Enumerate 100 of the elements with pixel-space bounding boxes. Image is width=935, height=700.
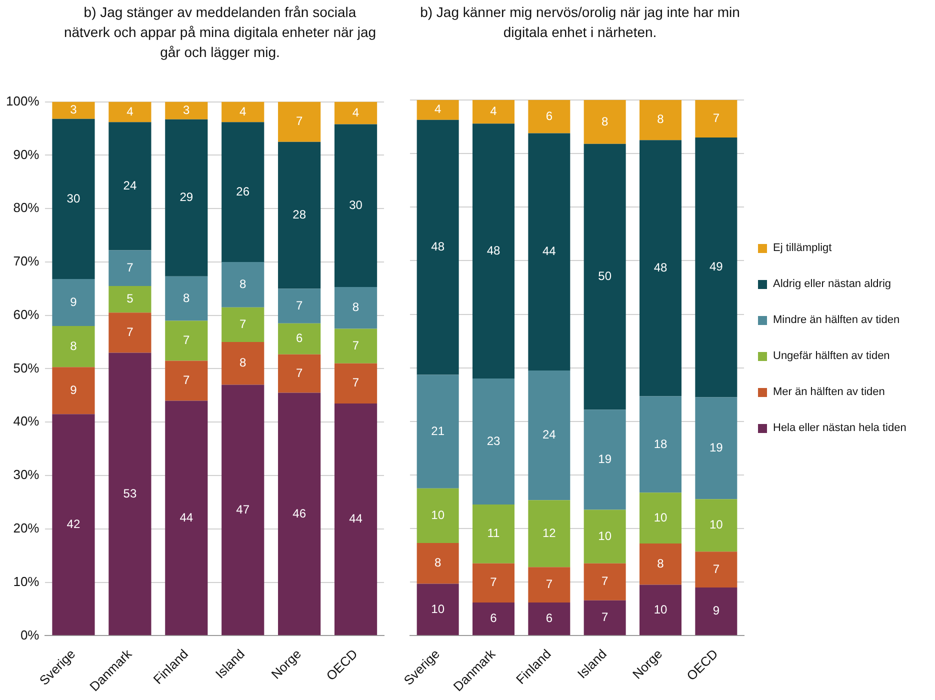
data-label: 7 xyxy=(296,366,303,380)
data-label: 11 xyxy=(487,526,500,540)
bar xyxy=(108,122,152,250)
bar xyxy=(695,587,738,636)
data-label: 10 xyxy=(654,602,668,616)
data-label: 4 xyxy=(490,104,498,118)
bar xyxy=(695,499,738,552)
data-label: 8 xyxy=(70,338,78,353)
data-label: 44 xyxy=(180,510,194,524)
data-label: 7 xyxy=(296,114,303,128)
bar xyxy=(640,492,682,544)
data-label: 42 xyxy=(66,516,80,531)
data-label: 19 xyxy=(709,440,724,455)
bar xyxy=(528,133,570,371)
bar xyxy=(584,563,626,600)
bar xyxy=(472,124,514,379)
data-label: 4 xyxy=(240,104,247,118)
bar xyxy=(528,602,570,636)
bar xyxy=(472,504,514,564)
data-label: 46 xyxy=(292,506,306,520)
data-label: 3 xyxy=(70,102,78,117)
bar xyxy=(695,397,738,500)
bar xyxy=(165,276,208,321)
bar xyxy=(222,262,264,308)
data-label: 8 xyxy=(240,356,247,370)
legend-label: Ej tillämpligt xyxy=(773,242,832,254)
data-label: 4 xyxy=(434,102,442,116)
bar xyxy=(222,307,264,342)
bar xyxy=(278,354,321,393)
data-label: 30 xyxy=(66,191,80,206)
legend-label: Mindre än hälften av tiden xyxy=(773,314,900,326)
chart-title: b) Jag stänger av meddelanden från sociala nätverk och appar på mina digitala enheter när jag går och lägger mig. xyxy=(62,3,378,62)
y-tick-label: 30% xyxy=(13,467,40,482)
bar xyxy=(416,488,459,544)
bar xyxy=(52,367,95,414)
data-label: 7 xyxy=(352,338,360,352)
data-label: 24 xyxy=(123,178,137,192)
y-tick-label: 40% xyxy=(13,414,40,429)
data-label: 44 xyxy=(349,512,363,526)
y-tick-label: 70% xyxy=(13,254,40,269)
y-tick-label: 90% xyxy=(13,146,40,162)
data-label: 6 xyxy=(490,611,498,626)
bar xyxy=(416,584,459,636)
data-label: 10 xyxy=(654,510,668,524)
bar xyxy=(640,584,682,636)
bar xyxy=(165,320,208,361)
bar xyxy=(640,100,682,140)
bar xyxy=(416,374,459,488)
data-label: 6 xyxy=(546,611,553,626)
data-label: 10 xyxy=(431,508,445,522)
data-label: 4 xyxy=(126,104,134,118)
bar xyxy=(222,384,264,636)
data-label: 44 xyxy=(542,244,556,258)
legend-label: Ungefär hälften av tiden xyxy=(773,350,890,362)
bar xyxy=(222,342,264,385)
data-label: 8 xyxy=(352,300,360,314)
bar xyxy=(278,102,321,142)
data-label: 7 xyxy=(126,260,134,274)
bar xyxy=(334,124,378,288)
data-label: 48 xyxy=(431,240,445,254)
data-label: 7 xyxy=(183,373,190,388)
data-label: 24 xyxy=(542,428,556,442)
data-label: 8 xyxy=(657,556,664,570)
data-label: 7 xyxy=(183,333,190,348)
data-label: 9 xyxy=(70,294,78,309)
data-label: 4 xyxy=(352,105,360,120)
y-tick-label: 20% xyxy=(13,520,40,536)
bar xyxy=(278,142,321,289)
data-label: 29 xyxy=(180,190,194,204)
data-label: 7 xyxy=(240,317,247,332)
bar xyxy=(584,410,626,510)
bar xyxy=(165,400,208,636)
data-label: 7 xyxy=(712,562,720,576)
legend-label: Mer än hälften av tiden xyxy=(773,386,885,398)
data-label: 53 xyxy=(123,486,137,500)
y-tick-label: 80% xyxy=(13,200,40,216)
y-tick-label: 50% xyxy=(13,360,40,376)
bar xyxy=(108,250,152,286)
bar xyxy=(695,138,738,398)
data-label: 7 xyxy=(126,325,134,340)
data-label: 9 xyxy=(712,604,720,618)
data-label: 7 xyxy=(601,610,608,624)
data-label: 23 xyxy=(486,434,500,448)
legend-label: Hela eller nästan hela tiden xyxy=(773,422,906,434)
bar xyxy=(640,396,682,493)
bar xyxy=(165,119,208,276)
data-label: 6 xyxy=(546,108,553,123)
y-tick-label: 0% xyxy=(20,627,40,642)
bar xyxy=(640,544,682,585)
y-tick-label: 10% xyxy=(13,574,40,589)
data-label: 8 xyxy=(601,114,608,128)
data-label: 30 xyxy=(349,198,363,212)
data-label: 7 xyxy=(712,111,720,126)
data-label: 48 xyxy=(486,243,500,258)
data-label: 26 xyxy=(236,184,250,198)
data-label: 7 xyxy=(352,376,360,390)
bar xyxy=(528,100,570,134)
bar xyxy=(334,287,378,329)
bar xyxy=(472,602,514,636)
bar xyxy=(584,100,626,144)
